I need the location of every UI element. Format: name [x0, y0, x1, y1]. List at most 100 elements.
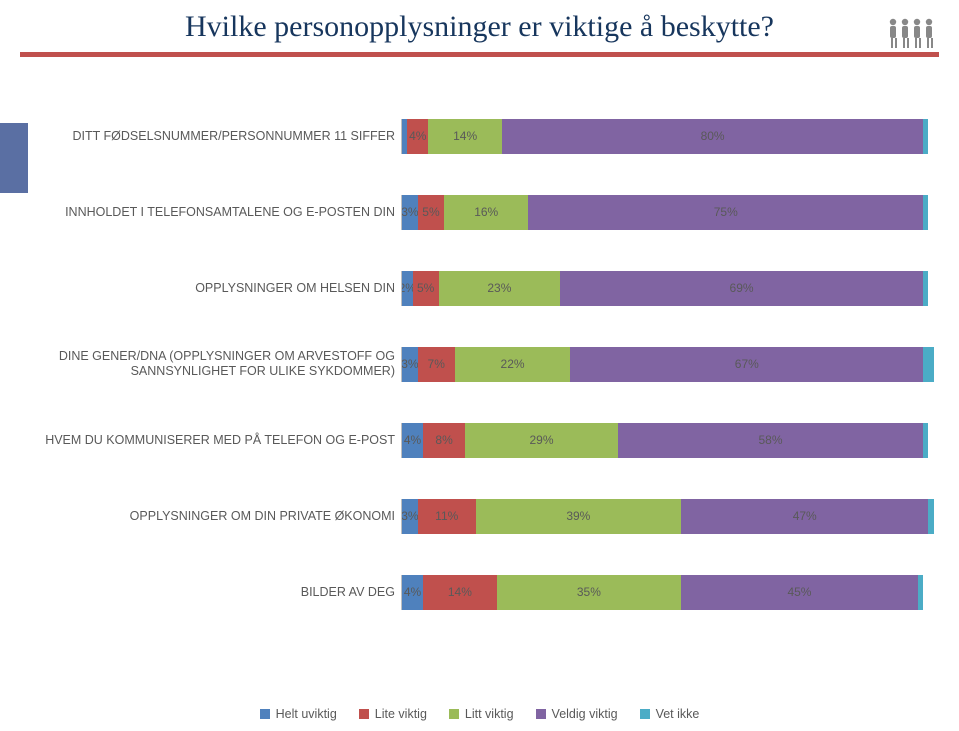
chart-row-label: DITT FØDSELSNUMMER/PERSONNUMMER 11 SIFFE… [40, 129, 401, 144]
bar-segment-litt_viktig: 16% [444, 195, 528, 230]
bar-track: 4% 14% 80% 1% [401, 119, 939, 154]
bar-segment-veldig_viktig: 80% [502, 119, 923, 154]
chart-row: DITT FØDSELSNUMMER/PERSONNUMMER 11 SIFFE… [40, 118, 939, 154]
data-label: 4% [409, 129, 426, 143]
bar-segment-veldig_viktig: 75% [528, 195, 923, 230]
data-label: 5% [417, 281, 434, 295]
bar-segment-vet_ikke: 1% [923, 119, 928, 154]
data-label: 14% [453, 129, 477, 143]
bar-segment-vet_ikke: 1% [928, 499, 933, 534]
chart-row-label: HVEM DU KOMMUNISERER MED PÅ TELEFON OG E… [40, 433, 401, 448]
legend-label: Lite viktig [375, 707, 427, 721]
chart-row: OPPLYSNINGER OM DIN PRIVATE ØKONOMI3% 11%… [40, 498, 939, 534]
data-label: 75% [714, 205, 738, 219]
legend-label: Veldig viktig [552, 707, 618, 721]
bar-segment-vet_ikke: 2% [923, 347, 934, 382]
bar-segment-lite_viktig: 4% [407, 119, 428, 154]
data-label: 35% [577, 585, 601, 599]
data-label: 58% [758, 433, 782, 447]
chart-row-label: INNHOLDET I TELEFONSAMTALENE OG E-POSTEN… [40, 205, 401, 220]
legend-label: Litt viktig [465, 707, 514, 721]
data-label: 11% [435, 509, 458, 523]
legend: Helt uviktig Lite viktig Litt viktig Veldig… [0, 707, 959, 721]
data-label: 80% [701, 129, 725, 143]
data-label: 2% [402, 281, 413, 295]
data-label: 29% [529, 433, 553, 447]
data-label: 5% [422, 205, 439, 219]
bar-segment-lite_viktig: 5% [413, 271, 439, 306]
data-label: 3% [402, 205, 418, 219]
legend-swatch [359, 709, 369, 719]
data-label: 14% [448, 585, 472, 599]
data-label: 22% [501, 357, 525, 371]
bar-track: 4% 8% 29% 58% 1% [401, 423, 939, 458]
title-underline [20, 52, 939, 57]
chart-row: BILDER AV DEG4%14%35%45%1% [40, 574, 939, 610]
legend-item-vet_ikke: Vet ikke [640, 707, 700, 721]
data-label: 39% [566, 509, 590, 523]
bar-segment-helt_uviktig: 4% [402, 575, 423, 610]
data-label: 45% [787, 585, 811, 599]
chart-row: OPPLYSNINGER OM HELSEN DIN2% 5% 23% 69% 1% [40, 270, 939, 306]
bar-segment-lite_viktig: 14% [423, 575, 497, 610]
bar-segment-veldig_viktig: 69% [560, 271, 923, 306]
legend-swatch [536, 709, 546, 719]
chart-row: HVEM DU KOMMUNISERER MED PÅ TELEFON OG E… [40, 422, 939, 458]
bar-segment-helt_uviktig: 2% [402, 271, 413, 306]
chart-row: INNHOLDET I TELEFONSAMTALENE OG E-POSTEN… [40, 194, 939, 230]
bar-segment-veldig_viktig: 58% [618, 423, 923, 458]
data-label: 4% [404, 585, 421, 599]
data-label: 47% [793, 509, 817, 523]
bar-segment-lite_viktig: 7% [418, 347, 455, 382]
logo [883, 14, 939, 56]
data-label: 69% [730, 281, 754, 295]
bar-segment-lite_viktig: 8% [423, 423, 465, 458]
legend-swatch [449, 709, 459, 719]
bar-track: 2% 5% 23% 69% 1% [401, 271, 939, 306]
bar-segment-helt_uviktig: 3% [402, 195, 418, 230]
bar-segment-litt_viktig: 35% [497, 575, 681, 610]
bar-segment-litt_viktig: 39% [476, 499, 681, 534]
legend-label: Helt uviktig [276, 707, 337, 721]
bar-segment-helt_uviktig: 3% [402, 499, 418, 534]
bar-segment-vet_ikke: 1% [923, 423, 928, 458]
left-accent-bar [0, 123, 28, 193]
chart-row: DINE GENER/DNA (OPPLYSNINGER OM ARVESTOF… [40, 346, 939, 382]
bar-track: 3% 5% 16% 75% 1% [401, 195, 939, 230]
legend-item-helt_uviktig: Helt uviktig [260, 707, 337, 721]
legend-swatch [260, 709, 270, 719]
data-label: 67% [735, 357, 759, 371]
chart-row-label: BILDER AV DEG [40, 585, 401, 600]
bar-segment-vet_ikke: 1% [923, 195, 928, 230]
bar-track: 3% 7% 22% 67% 2% [401, 347, 939, 382]
stacked-bar-chart: DITT FØDSELSNUMMER/PERSONNUMMER 11 SIFFE… [40, 118, 939, 685]
data-label: 4% [404, 433, 421, 447]
data-label: 3% [402, 357, 418, 371]
data-label: 16% [474, 205, 498, 219]
bar-segment-litt_viktig: 29% [465, 423, 618, 458]
data-label: 7% [428, 357, 445, 371]
bar-segment-helt_uviktig: 3% [402, 347, 418, 382]
bar-segment-veldig_viktig: 45% [681, 575, 918, 610]
data-label: 8% [435, 433, 452, 447]
bar-segment-helt_uviktig: 4% [402, 423, 423, 458]
bar-segment-veldig_viktig: 67% [570, 347, 923, 382]
chart-row-label: OPPLYSNINGER OM DIN PRIVATE ØKONOMI [40, 509, 401, 524]
page-title: Hvilke personopplysninger er viktige å b… [100, 8, 859, 46]
legend-swatch [640, 709, 650, 719]
chart-row-label: DINE GENER/DNA (OPPLYSNINGER OM ARVESTOF… [40, 349, 401, 379]
bar-track: 3% 11% 39% 47% 1% [401, 499, 939, 534]
legend-item-veldig_viktig: Veldig viktig [536, 707, 618, 721]
chart-row-label: OPPLYSNINGER OM HELSEN DIN [40, 281, 401, 296]
data-label: 23% [487, 281, 511, 295]
bar-segment-vet_ikke: 1% [923, 271, 928, 306]
bar-segment-lite_viktig: 5% [418, 195, 444, 230]
data-label: 3% [402, 509, 418, 523]
bar-track: 4%14%35%45%1% [401, 575, 939, 610]
legend-item-litt_viktig: Litt viktig [449, 707, 514, 721]
legend-item-lite_viktig: Lite viktig [359, 707, 427, 721]
bar-segment-litt_viktig: 22% [455, 347, 571, 382]
bar-segment-veldig_viktig: 47% [681, 499, 928, 534]
bar-segment-lite_viktig: 11% [418, 499, 476, 534]
legend-label: Vet ikke [656, 707, 700, 721]
